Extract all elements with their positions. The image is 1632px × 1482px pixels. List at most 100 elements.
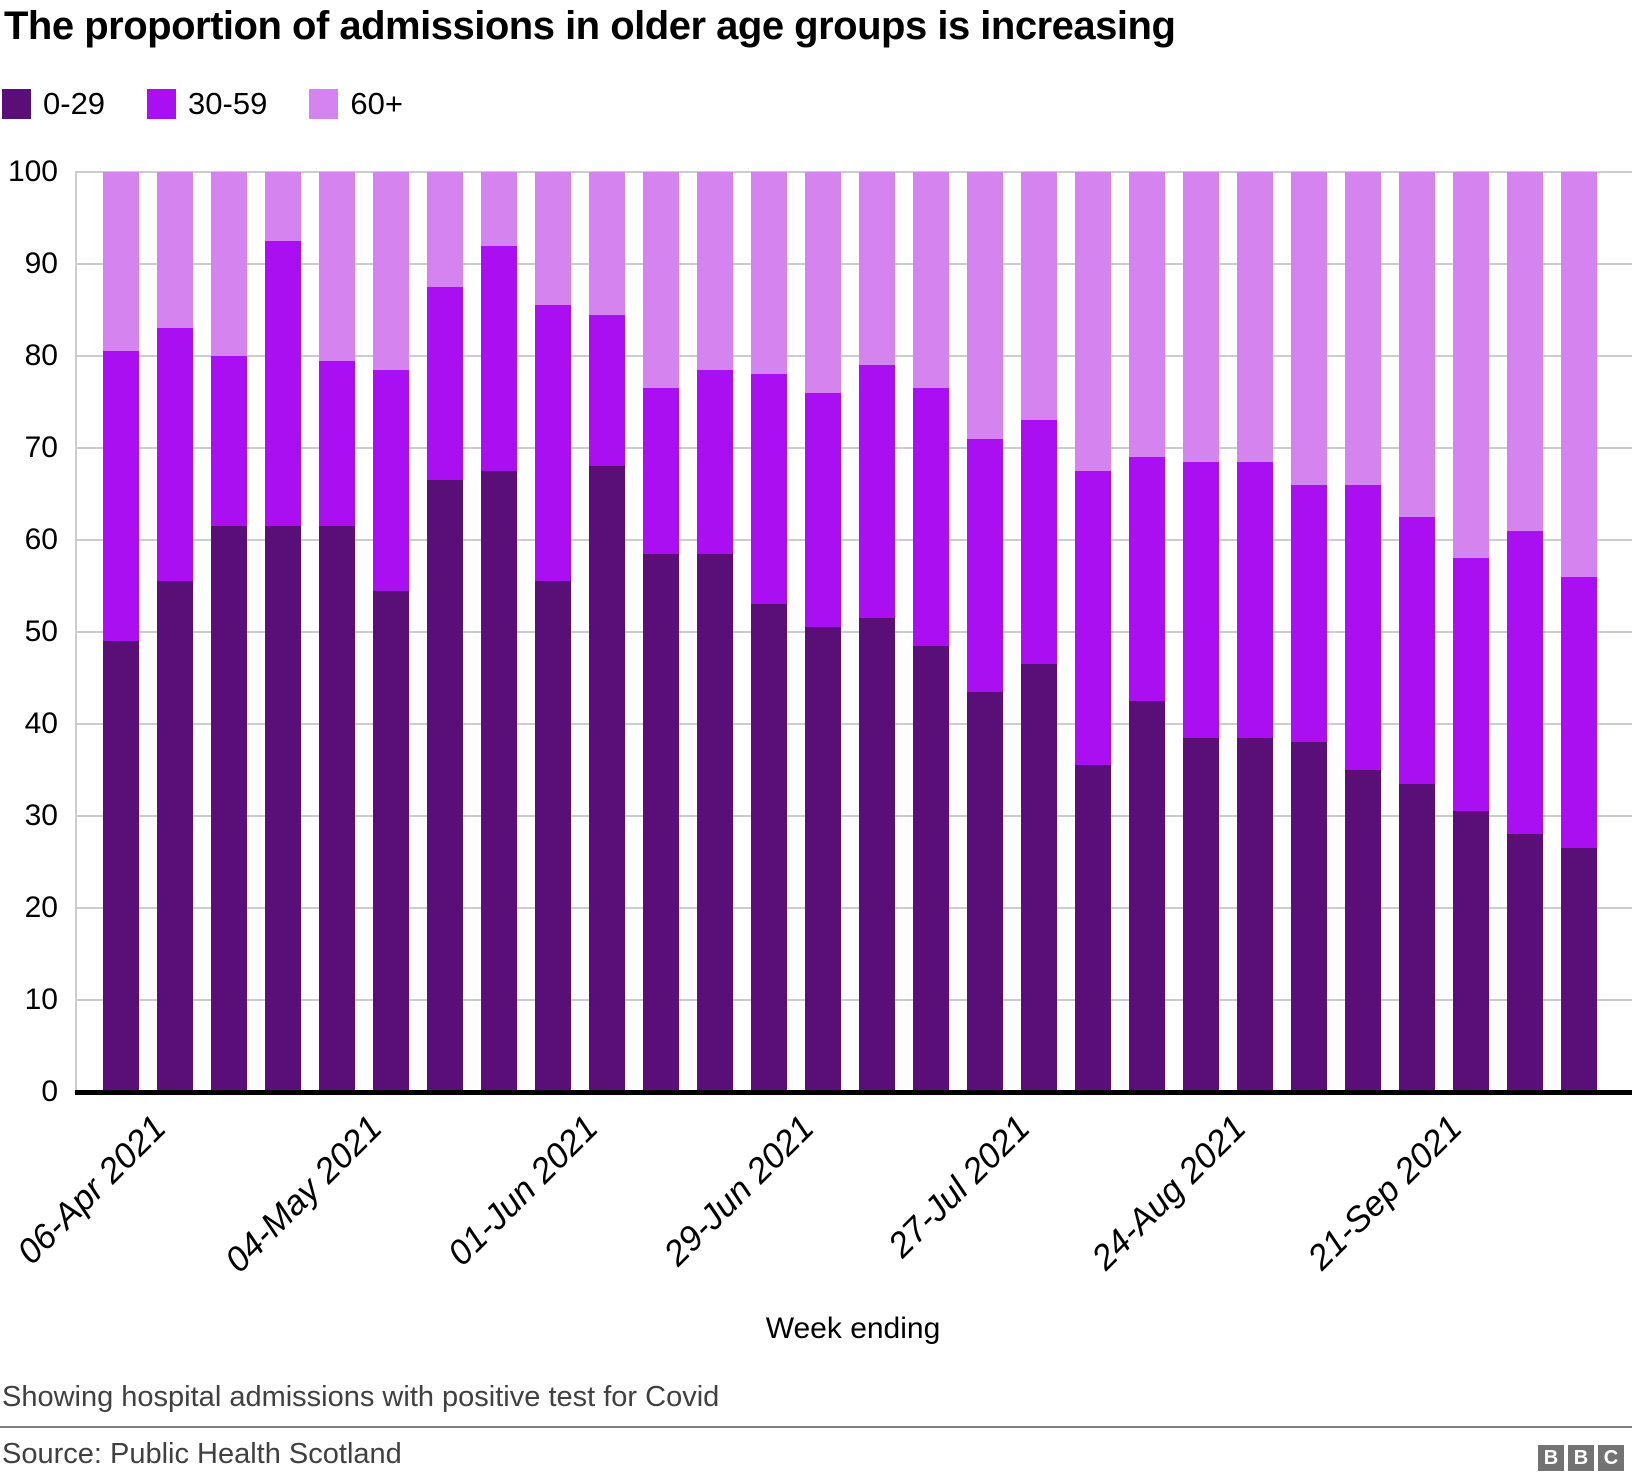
bar-segment-0-29: [319, 526, 355, 1092]
bar-segment-30-59: [1021, 420, 1057, 665]
bar-segment-60+: [643, 172, 679, 389]
bar-segment-60+: [751, 172, 787, 375]
bar-segment-0-29: [1453, 811, 1489, 1092]
bar-segment-60+: [211, 172, 247, 356]
legend-label-30-59: 30-59: [188, 86, 268, 121]
legend-item-60plus: 60+: [309, 86, 403, 122]
x-tick-label-24-Aug 2021: 24-Aug 2021: [1084, 1108, 1254, 1278]
bar-segment-30-59: [427, 287, 463, 481]
bar-10-Aug 2021: [1075, 172, 1111, 1092]
bar-segment-60+: [373, 172, 409, 370]
bar-segment-60+: [1021, 172, 1057, 421]
bar-segment-30-59: [103, 351, 139, 642]
bar-segment-0-29: [1075, 765, 1111, 1092]
bar-segment-60+: [1507, 172, 1543, 531]
bar-06-Jul 2021: [805, 172, 841, 1092]
bar-segment-60+: [481, 172, 517, 246]
y-tick-label-80: 80: [24, 339, 58, 372]
bar-segment-30-59: [265, 241, 301, 527]
bar-segment-60+: [427, 172, 463, 287]
bar-25-May 2021: [481, 172, 517, 1092]
bar-segment-30-59: [643, 388, 679, 554]
bar-segment-30-59: [1399, 517, 1435, 784]
bar-segment-30-59: [1507, 530, 1543, 835]
bar-segment-0-29: [1399, 783, 1435, 1092]
bar-segment-60+: [859, 172, 895, 366]
legend-swatch-0-29-icon: [2, 89, 31, 119]
y-tick-label-70: 70: [24, 431, 58, 464]
bar-03-Aug 2021: [1021, 172, 1057, 1092]
bar-segment-60+: [805, 172, 841, 393]
bbc-logo-letter-c: C: [1598, 1445, 1624, 1471]
bar-segment-30-59: [1561, 576, 1597, 849]
bar-segment-60+: [319, 172, 355, 361]
bar-segment-30-59: [157, 328, 193, 582]
y-tick-label-40: 40: [24, 707, 58, 740]
bar-segment-60+: [1129, 172, 1165, 458]
bar-01-Jun 2021: [535, 172, 571, 1092]
bar-segment-30-59: [1237, 461, 1273, 738]
bar-segment-30-59: [373, 369, 409, 591]
bar-21-Sep 2021: [1399, 172, 1435, 1092]
bar-segment-0-29: [265, 526, 301, 1092]
bar-segment-0-29: [1183, 737, 1219, 1092]
bar-22-Jun 2021: [697, 172, 733, 1092]
gridline-y-70: [75, 447, 1632, 449]
chart-title: The proportion of admissions in older ag…: [4, 4, 1176, 48]
bar-segment-0-29: [805, 627, 841, 1092]
bar-07-Sep 2021: [1291, 172, 1327, 1092]
y-tick-label-60: 60: [24, 523, 58, 556]
bar-segment-0-29: [103, 641, 139, 1092]
bar-segment-60+: [1453, 172, 1489, 559]
bar-segment-0-29: [535, 581, 571, 1092]
bar-04-May 2021: [319, 172, 355, 1092]
bar-24-Aug 2021: [1183, 172, 1219, 1092]
bar-segment-0-29: [157, 581, 193, 1092]
bar-05-Oct 2021: [1507, 172, 1543, 1092]
bar-segment-60+: [1399, 172, 1435, 517]
bar-segment-30-59: [481, 245, 517, 471]
y-tick-label-10: 10: [24, 983, 58, 1016]
plot-left-border: [75, 172, 77, 1092]
bar-08-Jun 2021: [589, 172, 625, 1092]
bar-segment-60+: [1561, 172, 1597, 577]
legend-swatch-30-59-icon: [147, 89, 177, 119]
legend-label-60plus: 60+: [350, 86, 403, 121]
bar-segment-0-29: [913, 645, 949, 1092]
x-tick-label-29-Jun 2021: 29-Jun 2021: [656, 1108, 822, 1274]
legend-item-30-59: 30-59: [147, 86, 267, 122]
bar-31-Aug 2021: [1237, 172, 1273, 1092]
bar-segment-30-59: [805, 392, 841, 628]
gridline-y-30: [75, 815, 1632, 817]
x-tick-label-06-Apr 2021: 06-Apr 2021: [9, 1108, 174, 1272]
y-tick-label-30: 30: [24, 799, 58, 832]
bar-segment-0-29: [1291, 742, 1327, 1092]
bar-segment-0-29: [1561, 848, 1597, 1092]
bar-segment-30-59: [1183, 461, 1219, 738]
bar-segment-60+: [535, 172, 571, 306]
x-tick-label-21-Sep 2021: 21-Sep 2021: [1300, 1108, 1470, 1278]
bar-segment-0-29: [751, 604, 787, 1092]
y-tick-label-20: 20: [24, 891, 58, 924]
bar-segment-0-29: [1021, 664, 1057, 1092]
x-tick-label-04-May 2021: 04-May 2021: [217, 1108, 390, 1281]
bar-segment-0-29: [481, 470, 517, 1092]
bar-segment-0-29: [643, 553, 679, 1092]
x-tick-label-27-Jul 2021: 27-Jul 2021: [880, 1108, 1038, 1265]
y-tick-label-100: 100: [7, 155, 58, 188]
bar-28-Sep 2021: [1453, 172, 1489, 1092]
bar-segment-60+: [1075, 172, 1111, 471]
chart-footnote: Showing hospital admissions with positiv…: [2, 1381, 720, 1413]
bar-17-Aug 2021: [1129, 172, 1165, 1092]
bar-06-Apr 2021: [103, 172, 139, 1092]
bar-segment-60+: [157, 172, 193, 329]
bar-segment-0-29: [1129, 700, 1165, 1092]
bar-segment-60+: [1183, 172, 1219, 462]
gridline-y-50: [75, 631, 1632, 633]
bar-13-Apr 2021: [157, 172, 193, 1092]
bar-segment-30-59: [1075, 471, 1111, 766]
gridline-y-90: [75, 263, 1632, 265]
bar-15-Jun 2021: [643, 172, 679, 1092]
legend: 0-29 30-59 60+: [2, 86, 445, 122]
bar-segment-60+: [1237, 172, 1273, 462]
